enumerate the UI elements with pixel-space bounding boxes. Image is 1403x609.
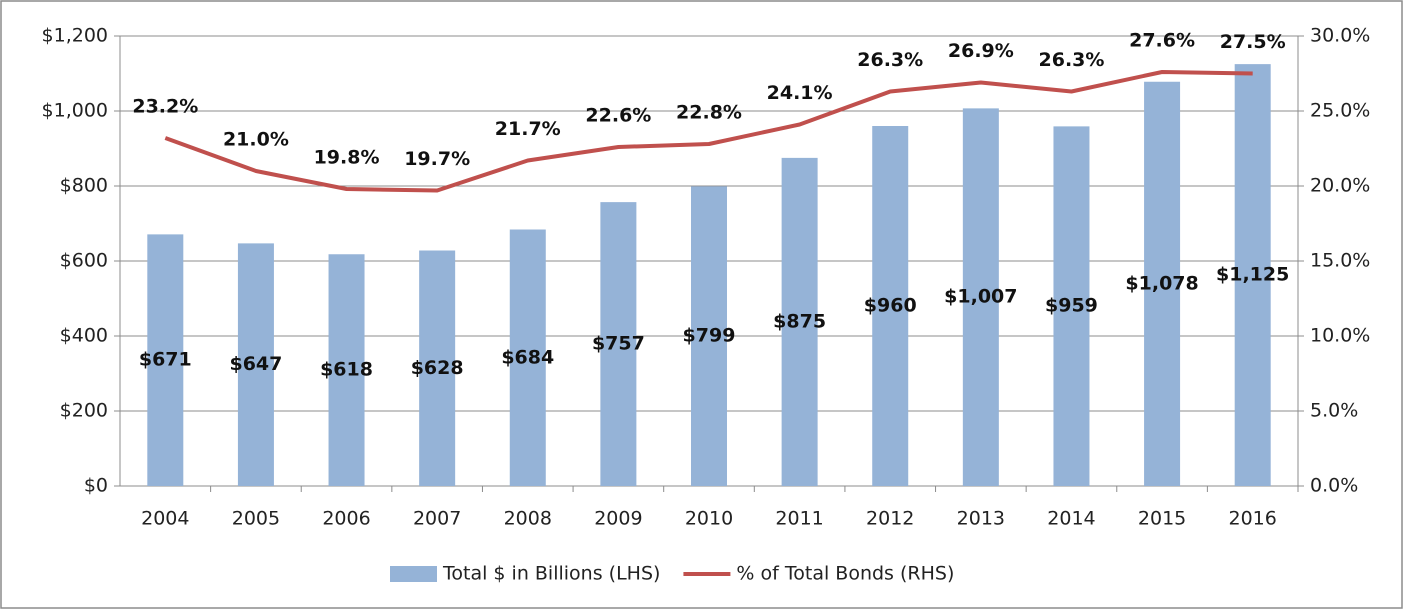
bar	[237, 243, 274, 486]
x-tick-label: 2005	[232, 508, 280, 530]
line-value-label: 22.6%	[585, 105, 651, 127]
y-tick-label: $0	[84, 475, 108, 497]
bar-value-label: $875	[773, 310, 826, 332]
bar	[600, 202, 637, 486]
line-value-label: 26.3%	[857, 49, 923, 71]
bar-value-label: $628	[411, 357, 464, 379]
bar-value-label: $1,125	[1216, 264, 1289, 286]
legend-swatch	[390, 566, 437, 582]
bar-value-label: $960	[864, 295, 917, 317]
y-tick-label: $200	[60, 400, 108, 422]
line-value-label: 26.9%	[948, 40, 1014, 62]
x-tick-label: 2013	[957, 508, 1005, 530]
y-tick-label: $1,000	[42, 100, 108, 122]
x-tick-label: 2007	[413, 508, 461, 530]
x-tick-label: 2011	[775, 508, 823, 530]
y2-tick-label: 0.0%	[1310, 475, 1358, 497]
bar	[1144, 81, 1181, 486]
x-tick-label: 2016	[1229, 508, 1277, 530]
line-value-label: 27.5%	[1220, 31, 1286, 53]
x-tick-label: 2006	[322, 508, 370, 530]
bar	[419, 250, 456, 486]
bar-value-label: $618	[320, 359, 373, 381]
line-value-label: 26.3%	[1039, 49, 1105, 71]
y-tick-label: $400	[60, 325, 108, 347]
x-tick-label: 2010	[685, 508, 733, 530]
y-tick-label: $800	[60, 175, 108, 197]
y-tick-label: $600	[60, 250, 108, 272]
bar	[1234, 64, 1271, 486]
y2-tick-label: 15.0%	[1310, 250, 1370, 272]
line-value-label: 19.8%	[314, 147, 380, 169]
x-tick-label: 2014	[1047, 508, 1095, 530]
bar-value-label: $684	[501, 346, 554, 368]
x-tick-label: 2004	[141, 508, 189, 530]
bar	[328, 254, 365, 486]
x-tick-label: 2009	[594, 508, 642, 530]
line-value-label: 27.6%	[1129, 30, 1195, 52]
x-tick-label: 2008	[504, 508, 552, 530]
y2-tick-label: 5.0%	[1310, 400, 1358, 422]
bar-value-label: $1,007	[944, 286, 1017, 308]
bar-value-label: $799	[683, 325, 736, 347]
line-value-label: 23.2%	[132, 96, 198, 118]
bar	[147, 234, 184, 486]
y2-tick-label: 10.0%	[1310, 325, 1370, 347]
x-tick-label: 2012	[866, 508, 914, 530]
bar	[1053, 126, 1090, 486]
line-value-label: 19.7%	[404, 148, 470, 170]
bar-value-label: $671	[139, 349, 192, 371]
bar	[872, 126, 909, 486]
y-tick-label: $1,200	[42, 25, 108, 47]
x-tick-label: 2015	[1138, 508, 1186, 530]
y2-tick-label: 25.0%	[1310, 100, 1370, 122]
line-value-label: 21.0%	[223, 129, 289, 151]
bar-value-label: $757	[592, 333, 645, 355]
line-value-label: 22.8%	[676, 102, 742, 124]
bar-value-label: $647	[229, 353, 282, 375]
bar	[962, 108, 999, 486]
y2-tick-label: 20.0%	[1310, 175, 1370, 197]
line-value-label: 21.7%	[495, 118, 561, 140]
y2-tick-label: 30.0%	[1310, 25, 1370, 47]
legend-label: Total $ in Billions (LHS)	[442, 563, 660, 585]
line	[164, 70, 1253, 193]
bar-value-label: $1,078	[1125, 272, 1198, 294]
legend-label: % of Total Bonds (RHS)	[736, 563, 954, 585]
bar	[781, 157, 818, 486]
bar	[691, 186, 727, 486]
bar-value-label: $959	[1045, 295, 1098, 317]
line-value-label: 24.1%	[767, 82, 833, 104]
bar	[509, 229, 546, 486]
